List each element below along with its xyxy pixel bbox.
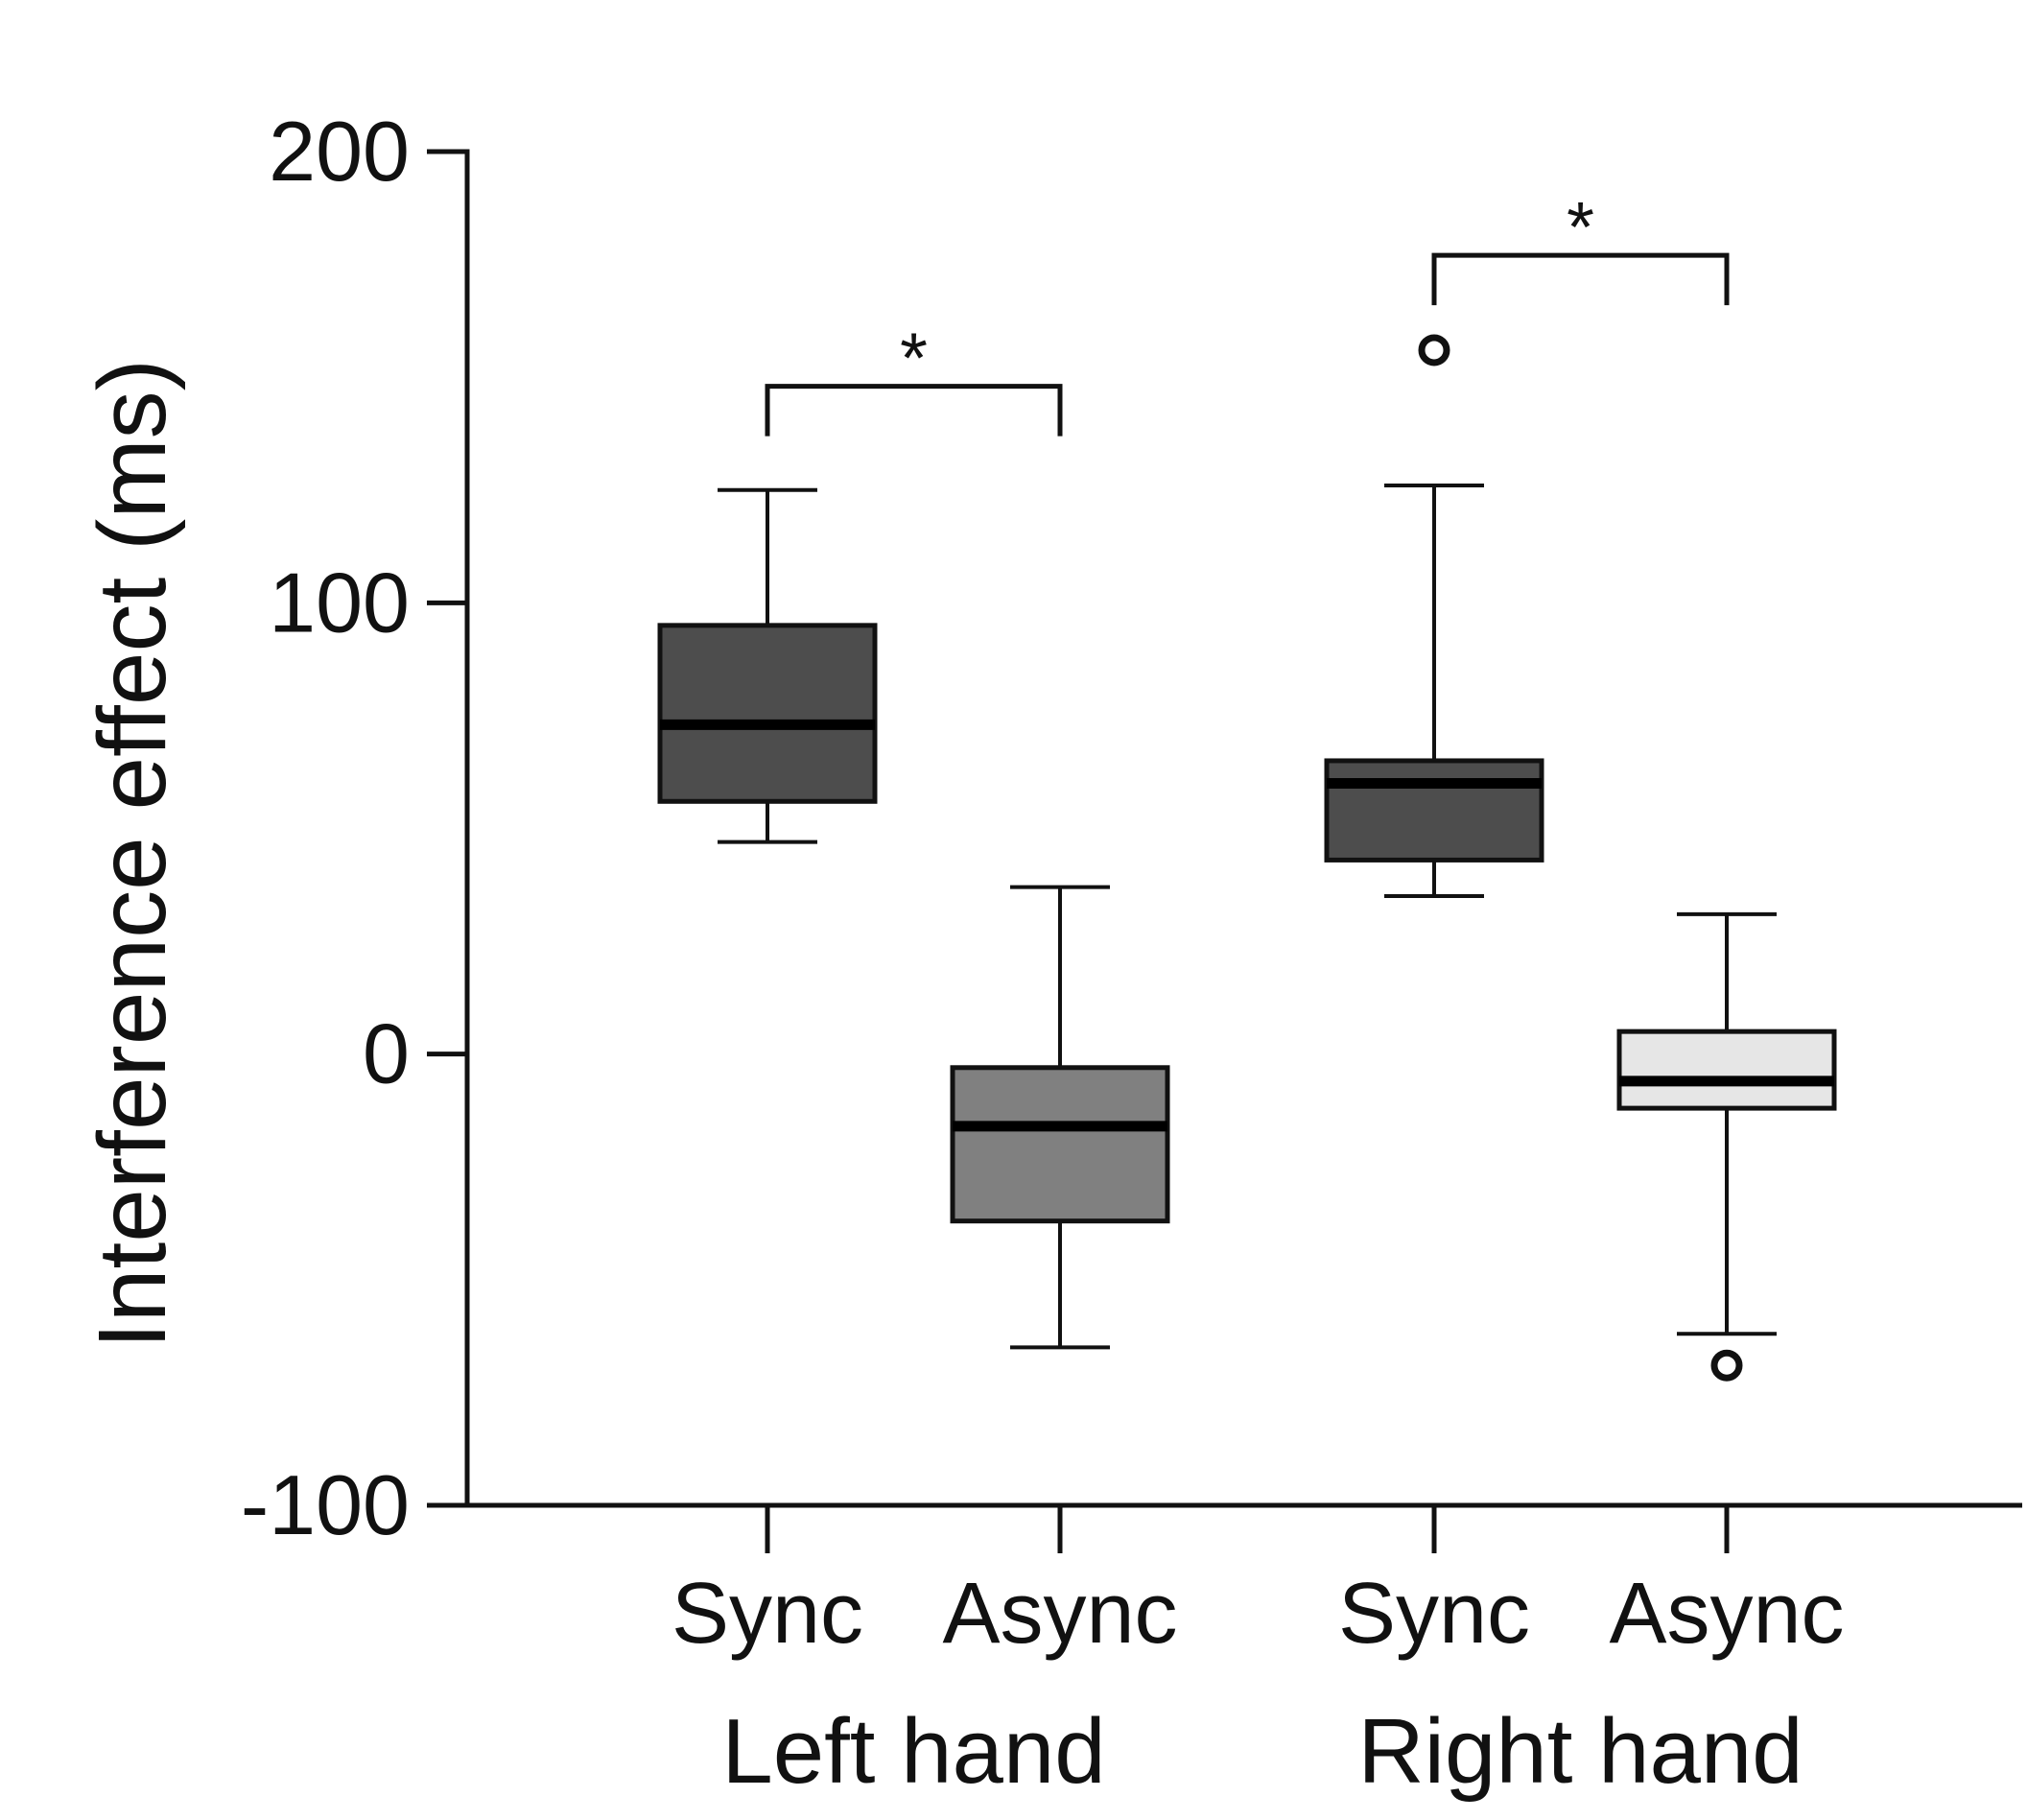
y-tick-label: 0	[363, 1006, 410, 1101]
boxes-layer	[657, 334, 1837, 1382]
y-tick-label: -100	[241, 1457, 410, 1552]
x-tick-label: Sync	[1338, 1566, 1530, 1662]
box-right-hand-sync	[1324, 334, 1544, 899]
significance-layer: **	[765, 187, 1730, 437]
y-tick-label: 200	[269, 104, 410, 199]
box-iqr	[657, 623, 878, 804]
group-label: Right hand	[1357, 1700, 1803, 1803]
box-iqr	[1616, 1028, 1837, 1111]
x-tick-label: Sync	[672, 1566, 863, 1662]
bracket-line	[765, 384, 1063, 437]
y-tick-label: 100	[269, 555, 410, 650]
significance-bracket: *	[1431, 187, 1730, 306]
box-iqr	[950, 1065, 1170, 1224]
box-iqr	[1324, 758, 1544, 863]
outlier-point	[1418, 334, 1450, 366]
bracket-line	[1431, 252, 1730, 306]
significance-label: *	[1567, 187, 1594, 267]
significance-bracket: *	[765, 319, 1063, 437]
box-left-hand-async	[950, 885, 1170, 1350]
box-left-hand-sync	[657, 487, 878, 844]
box-right-hand-async	[1616, 911, 1837, 1382]
outlier-point	[1710, 1349, 1743, 1382]
significance-label: *	[900, 319, 928, 398]
y-axis-label: Interference effect (ms)	[79, 359, 186, 1349]
x-tick-label: Async	[942, 1566, 1177, 1662]
axes-layer: 200 100 0 -100 Sync Async Left hand Sync Async Ri…	[241, 104, 2022, 1803]
x-tick-label: Async	[1609, 1566, 1844, 1662]
group-label: Left hand	[721, 1700, 1105, 1803]
